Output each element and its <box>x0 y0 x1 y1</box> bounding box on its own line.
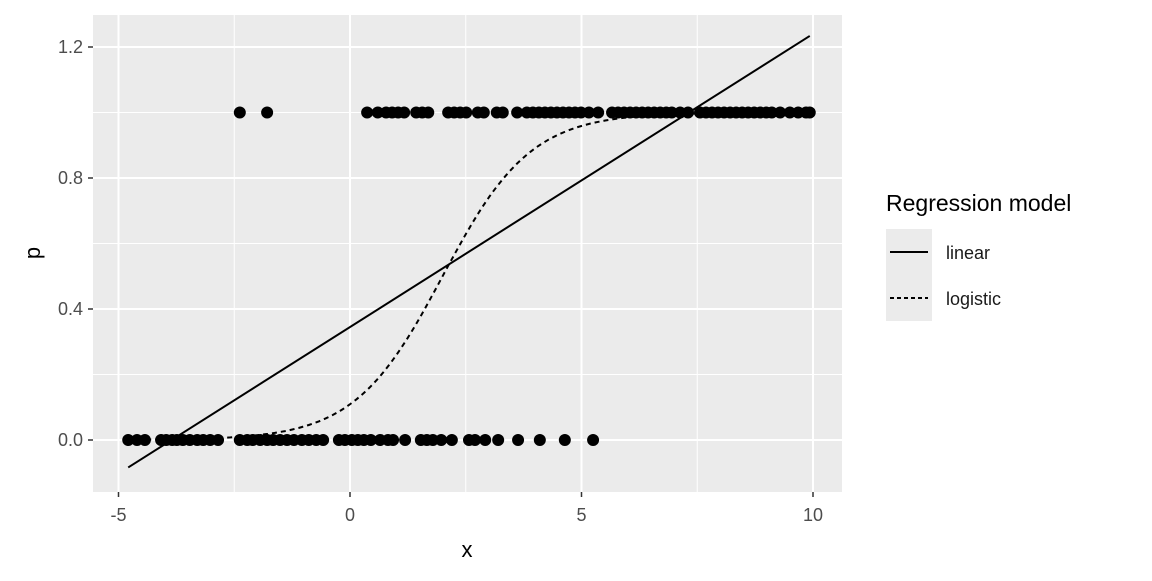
data-point <box>435 434 448 446</box>
data-point <box>261 106 274 119</box>
y-axis-label: p <box>20 247 45 259</box>
data-point <box>479 434 492 446</box>
legend: Regression model linear logistic <box>886 190 1071 321</box>
data-point <box>361 106 374 119</box>
data-point <box>469 434 482 446</box>
axes: -5 0 5 10 0.0 0.4 0.8 1.2 <box>58 37 823 525</box>
data-point <box>426 434 439 446</box>
data-point <box>399 434 412 446</box>
data-point <box>364 434 377 446</box>
data-point <box>587 434 600 446</box>
data-point <box>422 106 435 119</box>
data-point <box>317 434 330 446</box>
data-point <box>558 434 571 446</box>
legend-title: Regression model <box>886 190 1071 216</box>
x-tick-label: 0 <box>345 505 355 525</box>
data-point <box>233 106 246 119</box>
data-point <box>681 106 694 119</box>
data-point <box>592 106 605 119</box>
data-point <box>492 434 505 446</box>
data-point <box>460 106 473 119</box>
legend-label-linear: linear <box>946 243 990 263</box>
y-tick-label: 0.0 <box>58 430 83 450</box>
x-tick-label: 5 <box>576 505 586 525</box>
data-point <box>122 434 135 446</box>
data-point <box>445 434 458 446</box>
data-point <box>496 106 509 119</box>
data-point <box>512 434 525 446</box>
legend-label-logistic: logistic <box>946 289 1001 309</box>
legend-key-background <box>886 229 932 321</box>
data-point <box>783 106 796 119</box>
data-point <box>533 434 546 446</box>
data-point <box>582 106 595 119</box>
data-point <box>665 106 678 119</box>
x-tick-label: 10 <box>803 505 823 525</box>
data-point <box>387 434 400 446</box>
linear-fit-line <box>127 35 811 469</box>
data-point <box>774 106 787 119</box>
y-tick-label: 1.2 <box>58 37 83 57</box>
data-point <box>138 434 151 446</box>
data-point <box>477 106 490 119</box>
data-point <box>803 106 816 119</box>
y-tick-label: 0.8 <box>58 168 83 188</box>
data-point <box>398 106 411 119</box>
x-axis-label: x <box>462 537 473 562</box>
x-tick-label: -5 <box>110 505 126 525</box>
data-point <box>212 434 225 446</box>
data-point <box>765 106 778 119</box>
data-point <box>371 106 384 119</box>
data-point <box>511 106 524 119</box>
y-tick-label: 0.4 <box>58 299 83 319</box>
points <box>122 106 816 446</box>
